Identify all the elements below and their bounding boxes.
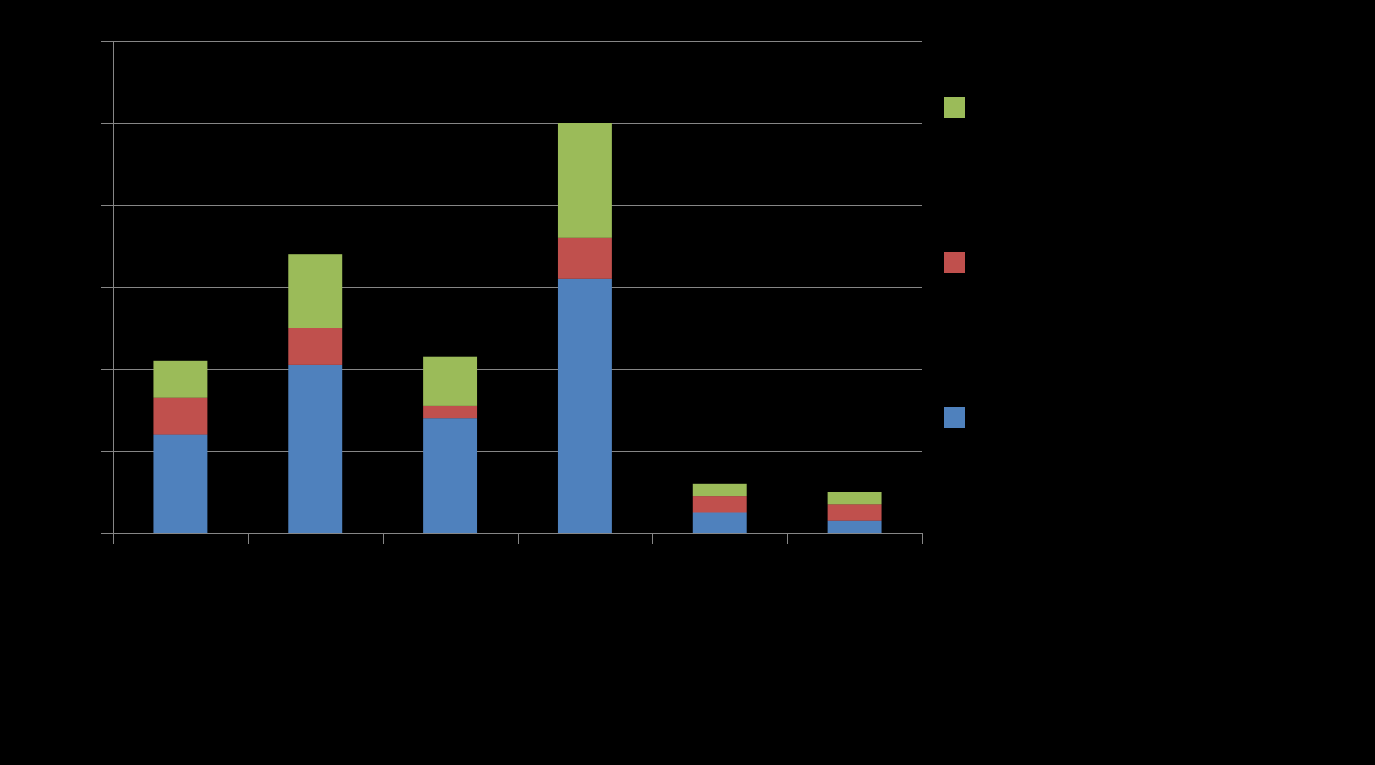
bar-segment-s3-c5 <box>692 483 747 497</box>
bar-segment-s1-c1 <box>153 434 208 533</box>
bar-segment-s3-c1 <box>153 360 208 398</box>
bar-segment-s1-c2 <box>288 364 343 533</box>
axes <box>101 41 923 544</box>
bar-segment-s2-c6 <box>827 504 882 521</box>
bar-segment-s2-c3 <box>423 405 478 419</box>
bar-segment-s3-c6 <box>827 492 882 505</box>
bar-segment-s1-c5 <box>692 512 747 533</box>
bar-segment-s2-c4 <box>557 237 612 279</box>
legend-swatch-1 <box>944 407 965 428</box>
legend-swatch-3 <box>944 97 965 118</box>
gridlines <box>113 41 922 452</box>
bar-segment-s3-c3 <box>423 356 478 406</box>
bar-segment-s3-c2 <box>288 254 343 328</box>
bar-segment-s1-c3 <box>423 418 478 533</box>
bar-segment-s3-c4 <box>557 123 612 238</box>
bar-segment-s1-c6 <box>827 520 882 533</box>
legend-swatch-2 <box>944 252 965 273</box>
bar-segment-s2-c1 <box>153 397 208 435</box>
bar-segment-s2-c5 <box>692 496 747 513</box>
bars <box>153 123 882 533</box>
bar-segment-s2-c2 <box>288 328 343 365</box>
legend <box>944 97 965 428</box>
bar-segment-s1-c4 <box>557 278 612 533</box>
